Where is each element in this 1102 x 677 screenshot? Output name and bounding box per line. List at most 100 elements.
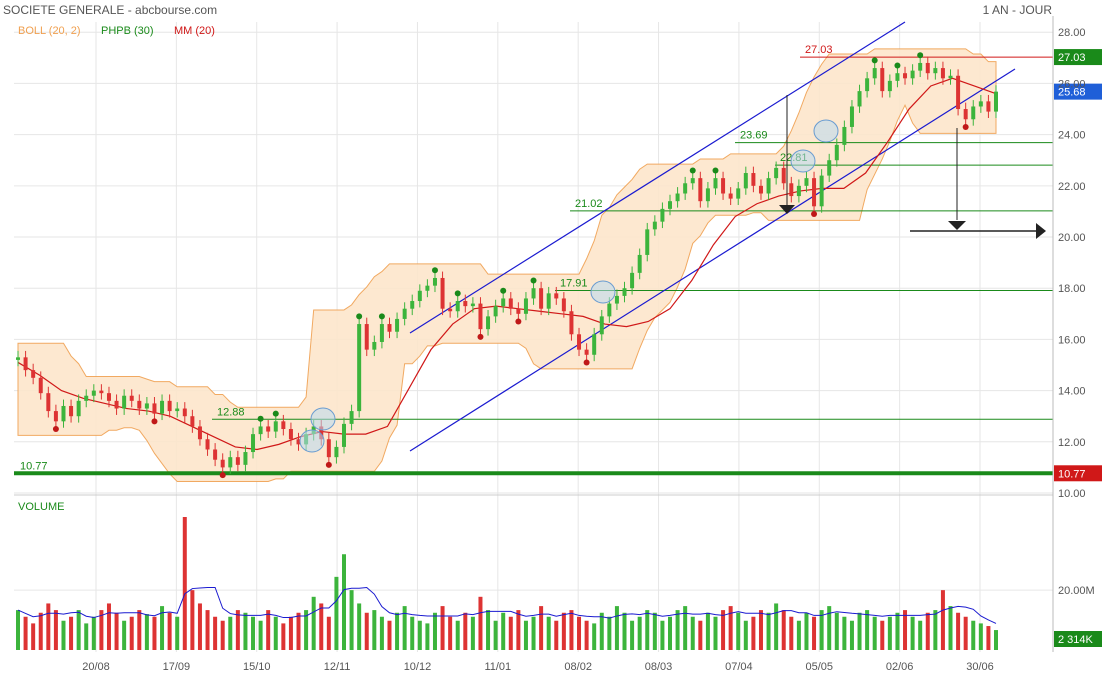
level-label: 12.88: [217, 406, 245, 418]
y-tick-label: 16.00: [1058, 334, 1086, 346]
volume-bar: [448, 616, 453, 650]
candle-body: [577, 334, 582, 350]
candle-body: [440, 277, 445, 309]
volume-bar: [273, 616, 278, 650]
phpb-high-dot: [689, 167, 696, 174]
breakout-ellipse: [590, 280, 616, 304]
volume-bar: [402, 606, 407, 650]
volume-bar: [758, 610, 763, 650]
volume-bar: [432, 612, 437, 650]
volume-bar: [463, 612, 468, 650]
volume-bar: [865, 610, 870, 650]
candle-body: [910, 70, 915, 79]
candle-body: [660, 208, 665, 222]
candle-body: [463, 301, 468, 307]
x-tick-label: 11/01: [484, 661, 511, 673]
candle-body: [410, 301, 415, 309]
candle-body: [940, 68, 945, 79]
candle-body: [683, 183, 688, 194]
volume-bar: [69, 616, 74, 650]
candle-body: [160, 400, 165, 414]
candle-body: [948, 75, 953, 79]
trend-channel: [409, 21, 1016, 452]
candle-body: [129, 395, 134, 401]
volume-bar: [751, 616, 756, 650]
volume-bar: [228, 616, 233, 650]
candle-body: [16, 357, 20, 360]
volume-bar: [152, 616, 157, 650]
phpb-low-dot: [515, 318, 522, 325]
volume-bar: [160, 606, 165, 650]
volume-bar: [326, 616, 331, 650]
mm20-line: [17, 77, 997, 451]
volume-bar: [197, 603, 202, 650]
candle-body: [758, 185, 763, 194]
volume-bar: [99, 610, 104, 650]
candle-body: [228, 457, 233, 468]
breakout-ellipse: [790, 149, 816, 173]
candle-body: [91, 390, 96, 396]
volume-bar: [925, 612, 930, 650]
volume-bar: [190, 590, 195, 650]
candle-body: [592, 334, 597, 355]
volume-bar: [114, 612, 119, 650]
volume-bar: [523, 620, 528, 650]
level-label: 27.03: [805, 44, 833, 56]
level-tag: [1054, 49, 1102, 66]
candle-body: [175, 408, 180, 412]
candle-body: [645, 229, 650, 255]
breakout-ellipse: [813, 119, 839, 143]
candle-body: [319, 426, 324, 440]
candle-body: [357, 324, 362, 412]
candle-body: [994, 91, 998, 112]
candle-body: [812, 178, 817, 207]
candle-body: [395, 318, 400, 332]
candle-body: [933, 68, 938, 74]
candle-body: [584, 349, 589, 355]
candle-body: [152, 403, 157, 414]
candle-body: [258, 426, 263, 435]
volume-bar: [880, 620, 885, 650]
candle-body: [448, 308, 453, 312]
volume-bar: [364, 612, 369, 650]
candle-body: [417, 290, 422, 302]
volume-bar: [994, 630, 998, 650]
volume-bar: [53, 610, 58, 650]
candle-body: [546, 293, 551, 309]
volume-bar: [84, 623, 89, 650]
candle-body: [865, 78, 870, 92]
bollinger-envelope: [17, 48, 997, 482]
candle-body: [523, 298, 528, 314]
volume-bar: [410, 616, 415, 650]
candle-body: [789, 183, 794, 197]
phpb-high-dot: [356, 313, 363, 320]
candle-body: [834, 144, 839, 161]
volume-bar: [372, 610, 377, 650]
candlesticks: [16, 56, 998, 474]
volume-bar: [387, 620, 392, 650]
volume-bar: [288, 616, 293, 650]
volume-bar: [948, 606, 953, 650]
candle-body: [705, 188, 710, 202]
volume-last-tag: [1054, 631, 1102, 647]
volume-bar: [705, 612, 710, 650]
candle-body: [736, 188, 741, 199]
candle-body: [554, 293, 559, 299]
candle-body: [213, 449, 218, 460]
candle-body: [334, 446, 339, 458]
level-tag-text: 27.03: [1058, 52, 1086, 64]
candle-body: [925, 62, 930, 74]
candle-body: [690, 178, 695, 184]
volume-bar: [455, 620, 460, 650]
volume-bar: [592, 623, 597, 650]
volume-bar: [334, 576, 339, 650]
volume-bar: [857, 612, 862, 650]
candle-body: [501, 298, 506, 307]
candle-body: [38, 377, 43, 394]
volume-bar: [713, 616, 718, 650]
level-label: 23.69: [740, 130, 768, 142]
volume-bar: [258, 620, 263, 650]
phpb-high-dot: [871, 57, 878, 64]
volume-bar: [849, 620, 854, 650]
